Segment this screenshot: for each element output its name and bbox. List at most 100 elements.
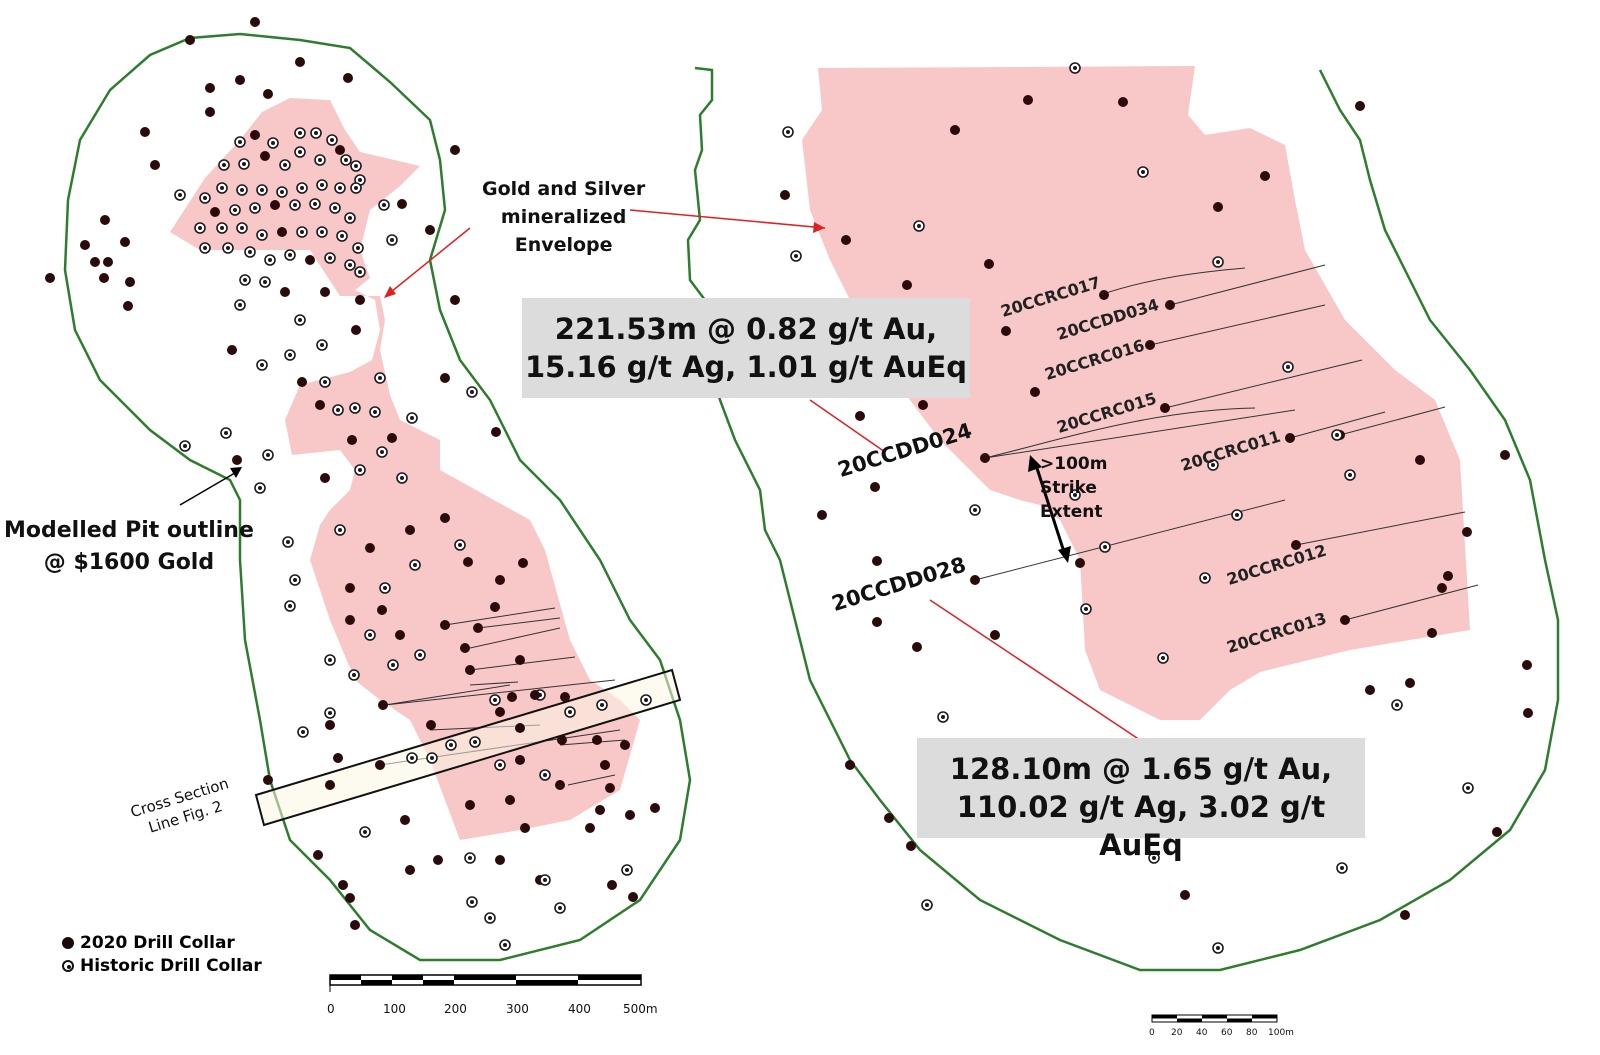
scale-bar-right: [1151, 1014, 1278, 1023]
collar-2020-right-45: [872, 556, 882, 566]
historic-collar-right-70: [1148, 852, 1160, 864]
collar-2020-left-174: [400, 815, 410, 825]
historic-collar-left-111: [334, 524, 346, 536]
historic-collar-left-70: [354, 266, 366, 278]
collar-2020-right-38: [817, 510, 827, 520]
historic-collar-left-91: [374, 372, 386, 384]
historic-collar-left-157: [494, 759, 506, 771]
collar-2020-left-183: [338, 880, 348, 890]
scale-bar-left: [329, 974, 642, 992]
collar-2020-left-81: [450, 295, 460, 305]
collar-2020-left-5: [205, 83, 215, 93]
ring-dot-icon: [62, 960, 74, 972]
collar-2020-left-171: [625, 810, 635, 820]
collar-2020-right-2: [1118, 97, 1128, 107]
collar-2020-right-42: [1075, 558, 1085, 568]
collar-2020-left-80: [425, 225, 435, 235]
callout-upper-line-1: 221.53m @ 0.82 g/t Au,: [554, 312, 938, 346]
envelope-label-line-1: Gold and Silver: [482, 178, 646, 200]
historic-collar-left-24: [326, 134, 338, 146]
historic-collar-left-41: [296, 182, 308, 194]
historic-collar-left-44: [350, 182, 362, 194]
pit-label-line-2: @ $1600 Gold: [43, 550, 215, 575]
historic-collar-left-129: [414, 649, 426, 661]
historic-collar-left-82: [234, 299, 246, 311]
collar-2020-right-21: [1145, 340, 1155, 350]
collar-2020-right-32: [1500, 450, 1510, 460]
collar-2020-left-15: [90, 257, 100, 267]
historic-collar-left-47: [249, 202, 261, 214]
collar-2020-left-123: [345, 583, 355, 593]
scale-right-tick-2: 40: [1196, 1028, 1208, 1038]
historic-collar-left-176: [464, 852, 476, 864]
historic-collar-left-135: [489, 694, 501, 706]
historic-collar-left-182: [539, 874, 551, 886]
callout-upper-line-2: 15.16 g/t Ag, 1.01 g/t AuEq: [524, 350, 968, 384]
strike-label-line-3: Extent: [1040, 502, 1103, 522]
historic-collar-left-181: [621, 864, 633, 876]
callout-lower-line-2: 110.02 g/t Ag, 3.02 g/t AuEq: [956, 790, 1326, 862]
historic-collar-left-89: [319, 376, 331, 388]
historic-collar-right-6: [1137, 166, 1149, 178]
collar-2020-left-79: [450, 145, 460, 155]
historic-collar-right-50: [1080, 603, 1092, 615]
collar-2020-left-177: [433, 855, 443, 865]
collar-2020-right-74: [1400, 910, 1410, 920]
drill-traces-right: [974, 264, 1479, 621]
collar-2020-left-11: [100, 215, 110, 225]
collar-2020-left-163: [600, 760, 610, 770]
collar-2020-right-69: [906, 841, 916, 851]
historic-collar-right-34: [1344, 469, 1356, 481]
collar-2020-left-18: [45, 273, 55, 283]
collar-2020-right-67: [884, 813, 894, 823]
historic-collar-left-68: [324, 252, 336, 264]
historic-collar-left-71: [239, 274, 251, 286]
historic-collar-left-78: [386, 234, 398, 246]
collar-2020-left-168: [520, 823, 530, 833]
collar-2020-left-88: [297, 377, 307, 387]
scale-left-tick-1: 100: [383, 1002, 406, 1016]
scale-right-tick-3: 60: [1221, 1028, 1233, 1038]
historic-collar-right-41: [1099, 541, 1111, 553]
collar-2020-right-58: [1405, 678, 1415, 688]
historic-collar-left-173: [359, 826, 371, 838]
collar-2020-left-150: [515, 723, 525, 733]
collar-2020-left-118: [463, 557, 473, 567]
collar-2020-right-23: [855, 411, 865, 421]
historic-collar-left-63: [222, 242, 234, 254]
historic-collar-left-43: [334, 182, 346, 194]
collar-2020-left-178: [405, 865, 415, 875]
collar-2020-left-188: [607, 880, 617, 890]
historic-collar-right-37: [1069, 489, 1081, 501]
collar-2020-right-24: [1030, 387, 1040, 397]
collar-2020-left-67: [305, 255, 315, 265]
collar-2020-right-7: [1260, 171, 1270, 181]
collar-2020-left-96: [347, 435, 357, 445]
historic-collar-right-40: [1231, 509, 1243, 521]
collar-2020-left-156: [325, 780, 335, 790]
scale-left-tick-3: 300: [506, 1002, 529, 1016]
collar-2020-left-73: [280, 287, 290, 297]
historic-collar-right-65: [1462, 782, 1474, 794]
historic-collar-left-26: [350, 160, 362, 172]
solid-dot-icon: [62, 937, 74, 949]
scale-right-tick-4: 80: [1246, 1028, 1258, 1038]
collar-2020-left-45: [210, 207, 220, 217]
historic-collar-left-72: [259, 276, 271, 288]
collar-2020-left-7: [205, 107, 215, 117]
strike-extent-label: >100m Strike Extent: [1040, 452, 1107, 524]
collar-2020-left-13: [103, 257, 113, 267]
historic-collar-left-46: [229, 204, 241, 216]
collar-2020-right-36: [980, 453, 990, 463]
historic-collar-left-62: [199, 242, 211, 254]
collar-2020-right-28: [1285, 433, 1295, 443]
collar-2020-left-136: [515, 655, 525, 665]
historic-collar-left-117: [409, 559, 421, 571]
mineralized-envelope-right: [802, 66, 1470, 720]
collar-2020-right-35: [870, 482, 880, 492]
historic-collar-left-93: [332, 404, 344, 416]
historic-collar-left-31: [279, 159, 291, 171]
collar-2020-right-46: [970, 575, 980, 585]
historic-collar-left-95: [369, 406, 381, 418]
